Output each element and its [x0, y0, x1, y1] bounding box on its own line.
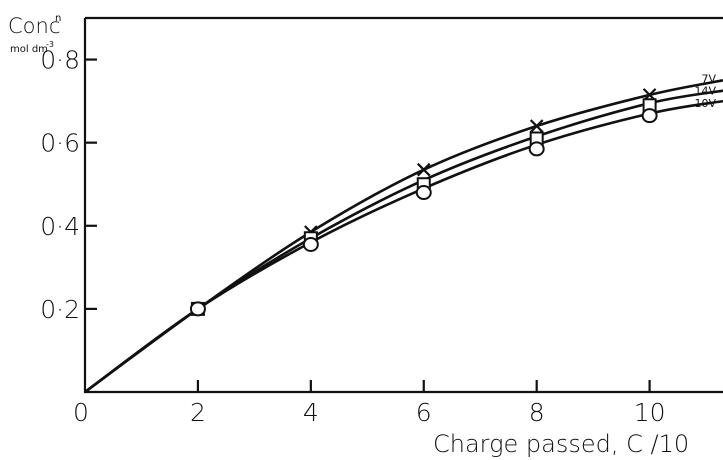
series-label-14v: 14V — [694, 85, 716, 98]
series-markers — [189, 88, 658, 317]
y-axis-ticks: 0·2 0·4 0·6 0·8 — [40, 46, 97, 324]
x-tick-label: 8 — [529, 398, 545, 427]
x-axis-ticks: 0 2 4 6 8 10 — [73, 380, 666, 427]
marker-10v-circle — [189, 301, 206, 317]
x-tick-label: 2 — [190, 398, 206, 427]
x-tick-label: 4 — [303, 398, 319, 427]
series-curves — [84, 79, 723, 394]
marker-10v-circle — [302, 236, 319, 252]
y-tick-label: 0·6 — [40, 129, 80, 158]
series-label-7v: 7V — [701, 72, 716, 85]
plot-axes — [83, 16, 723, 394]
x-axis-label: Charge passed, C /10 — [433, 430, 689, 458]
plot-frame — [83, 16, 723, 394]
y-axis-label-superscript: n — [55, 13, 61, 24]
y-axis-label: Conc — [8, 14, 60, 38]
y-axis-unit-superscript: -3 — [46, 40, 54, 49]
x-tick-label: 10 — [634, 398, 666, 427]
x-tick-label: 6 — [416, 398, 432, 427]
marker-10v-circle — [641, 108, 658, 124]
y-tick-label: 0·2 — [40, 295, 80, 324]
y-tick-label: 0·8 — [40, 46, 80, 75]
curve-14v — [84, 89, 723, 394]
curve-10v — [84, 99, 723, 394]
marker-7v-x — [529, 119, 544, 133]
y-axis-title: Conc n mol dm -3 — [8, 13, 61, 55]
y-tick-label: 0·4 — [40, 212, 80, 241]
marker-10v-circle — [415, 185, 432, 201]
curve-7v — [84, 79, 723, 394]
series-label-10v: 10V — [694, 97, 716, 110]
marker-10v-circle — [528, 141, 545, 157]
y-axis-unit: mol dm — [10, 44, 48, 55]
marker-7v-x — [416, 162, 431, 177]
x-tick-label: 0 — [73, 398, 89, 427]
